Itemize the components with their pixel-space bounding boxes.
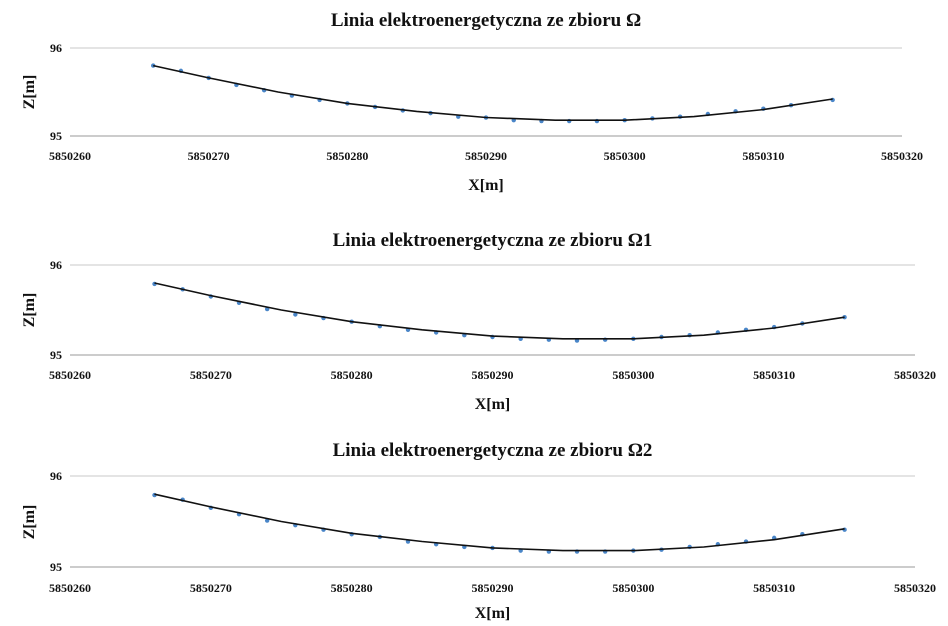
fit-line <box>154 493 845 552</box>
chart-svg: Linia elektroenergetyczna ze zbioru Ω1 95… <box>21 230 936 413</box>
y-tick-label: 96 <box>50 469 62 483</box>
x-tick-label: 5850270 <box>188 149 230 163</box>
x-tick-label: 5850260 <box>49 581 91 595</box>
x-axis-label: X[m] <box>475 605 511 622</box>
chart-panel-omega1: Linia elektroenergetyczna ze zbioru Ω1 95… <box>0 212 948 422</box>
y-tick-label: 95 <box>50 560 62 574</box>
y-axis-label: Z[m] <box>21 293 38 328</box>
chart-panel-omega: Linia elektroenergetyczna ze zbioru Ω 95 9… <box>0 0 948 200</box>
x-tick-label: 5850310 <box>742 149 784 163</box>
x-tick-label: 5850280 <box>326 149 368 163</box>
data-point <box>293 312 298 317</box>
x-tick-label: 5850300 <box>612 581 654 595</box>
x-tick-label: 5850320 <box>894 581 936 595</box>
fit-line <box>154 282 845 340</box>
x-tick-label: 5850310 <box>753 368 795 382</box>
x-tick-label: 5850320 <box>881 149 923 163</box>
x-tick-label: 5850260 <box>49 149 91 163</box>
y-tick-label: 95 <box>50 348 62 362</box>
x-tick-label: 5850320 <box>894 368 936 382</box>
x-tick-label: 5850300 <box>604 149 646 163</box>
y-axis-label: Z[m] <box>21 505 38 540</box>
chart-title: Linia elektroenergetyczna ze zbioru Ω <box>331 10 641 31</box>
x-tick-label: 5850270 <box>190 581 232 595</box>
x-tick-label: 5850290 <box>472 581 514 595</box>
x-tick-label: 5850280 <box>331 368 373 382</box>
chart-svg: Linia elektroenergetyczna ze zbioru Ω 95 9… <box>21 10 923 194</box>
y-axis-label: Z[m] <box>21 75 38 110</box>
x-tick-label: 5850300 <box>612 368 654 382</box>
y-tick-label: 95 <box>50 129 62 143</box>
x-tick-label: 5850260 <box>49 368 91 382</box>
x-axis-label: X[m] <box>475 396 511 413</box>
x-axis-label: X[m] <box>468 177 504 194</box>
fit-line <box>153 64 833 121</box>
chart-svg: Linia elektroenergetyczna ze zbioru Ω2 95… <box>21 440 936 622</box>
chart-panel-omega2: Linia elektroenergetyczna ze zbioru Ω2 95… <box>0 430 948 626</box>
chart-title: Linia elektroenergetyczna ze zbioru Ω2 <box>333 440 653 461</box>
chart-title: Linia elektroenergetyczna ze zbioru Ω1 <box>333 230 653 251</box>
y-tick-label: 96 <box>50 41 62 55</box>
x-tick-label: 5850310 <box>753 581 795 595</box>
x-tick-label: 5850290 <box>465 149 507 163</box>
x-tick-label: 5850280 <box>331 581 373 595</box>
x-tick-label: 5850270 <box>190 368 232 382</box>
y-tick-label: 96 <box>50 258 62 272</box>
x-tick-label: 5850290 <box>472 368 514 382</box>
